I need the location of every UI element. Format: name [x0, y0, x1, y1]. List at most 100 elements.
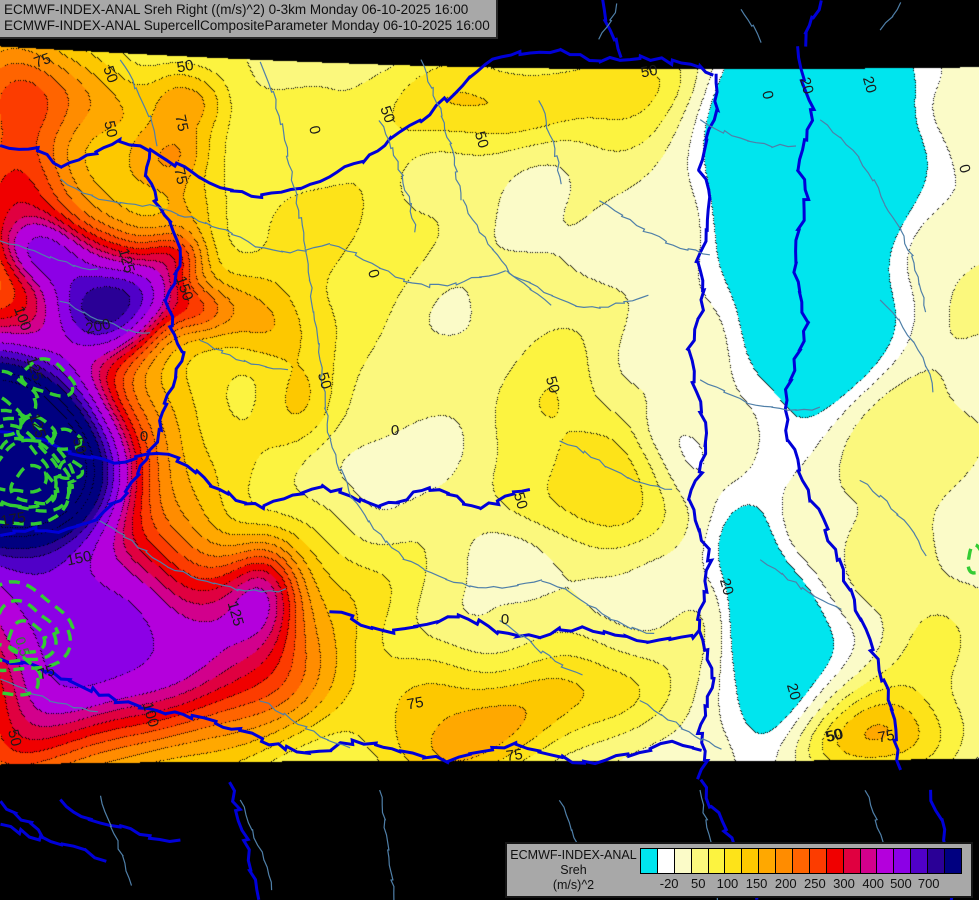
legend-swatch-2 — [674, 849, 692, 873]
contour-label: 75 — [406, 694, 425, 714]
contour-label: 0 — [305, 124, 323, 136]
contour-label: 175 — [0, 509, 27, 530]
supercell-composite-contour — [0, 643, 44, 697]
contour-label: 125 — [224, 599, 247, 628]
supercell-composite-contour — [9, 463, 60, 506]
contour-label: 75 — [171, 113, 191, 133]
contour-label: 50 — [100, 119, 120, 139]
supercell-composite-contour — [50, 427, 84, 451]
river-line — [598, 3, 618, 40]
legend-swatch-16 — [911, 849, 929, 873]
river-line — [819, 119, 886, 205]
river-line — [199, 339, 289, 371]
river-line — [189, 575, 287, 593]
national-border — [685, 73, 721, 780]
legend-tick-50: 50 — [691, 876, 706, 891]
supercell-composite-contour — [0, 436, 52, 494]
national-border — [783, 46, 902, 771]
contour-label: 100 — [10, 304, 35, 333]
supercell-composite-contour — [0, 395, 25, 438]
contour-label: 0 — [758, 89, 776, 101]
legend-swatch-3 — [691, 849, 709, 873]
legend-swatch-7 — [759, 849, 777, 873]
legend-swatch-1 — [657, 849, 675, 873]
contour-label: 100 — [139, 700, 162, 729]
national-border — [491, 47, 714, 77]
contour-label: 125 — [23, 354, 46, 383]
river-line — [879, 2, 902, 31]
contour-label: 0 — [501, 611, 509, 628]
national-border — [0, 800, 45, 840]
contour-label: 0 — [391, 422, 399, 439]
river-line — [699, 119, 797, 149]
contour-label: 200 — [84, 316, 112, 338]
contour-label: 50 — [69, 435, 90, 456]
contour-label: 50 — [99, 64, 121, 85]
colorbar-legend: ECMWF-INDEX-ANAL Sreh (m/s)^2 -20 50 100 15… — [505, 842, 973, 898]
legend-swatch-11 — [826, 849, 844, 873]
contour-label: 50 — [640, 62, 659, 82]
legend-swatch-18 — [945, 849, 961, 873]
river-line — [599, 200, 710, 256]
contour-label: 50 — [314, 370, 335, 391]
legend-swatch-9 — [793, 849, 810, 873]
legend-tick-100: 100 — [716, 876, 739, 891]
river-line — [0, 678, 99, 713]
river-line — [259, 700, 351, 749]
river-line — [541, 580, 655, 634]
legend-tick-700: 700 — [917, 876, 940, 891]
contour-label: 20 — [716, 576, 737, 597]
legend-tick-labels: -20 50 100 150 200 250 300 400 500 700 — [640, 874, 962, 894]
river-line — [59, 300, 151, 334]
river-line — [329, 439, 425, 570]
supercell-composite-contour — [0, 369, 40, 422]
title-line-sreh: ECMWF-INDEX-ANAL Sreh Right ((m/s)^2) 0-… — [4, 2, 469, 17]
contour-label: 20 — [859, 74, 880, 95]
river-line — [379, 789, 395, 900]
title-line-supercell: ECMWF-INDEX-ANAL SupercellCompositeParam… — [4, 18, 490, 33]
river-line — [699, 379, 821, 411]
legend-tick--20: -20 — [659, 876, 679, 891]
contour-label: 20 — [783, 681, 804, 702]
contour-label: 50 — [824, 725, 844, 746]
supercell-composite-contour — [0, 438, 75, 513]
contour-label: 50 — [4, 728, 25, 748]
river-line — [99, 520, 191, 577]
supercell-composite-contour — [56, 458, 86, 480]
legend-caption: ECMWF-INDEX-ANAL Sreh (m/s)^2 — [507, 844, 640, 893]
legend-units-label: (m/s)^2 — [552, 878, 595, 892]
national-border — [601, 0, 623, 59]
contour-label: 50 — [510, 490, 531, 511]
national-border — [0, 430, 531, 511]
contour-label: 50 — [825, 725, 845, 746]
legend-swatch-6 — [742, 849, 760, 873]
river-line — [99, 795, 133, 886]
legend-swatch-15 — [894, 849, 912, 873]
national-border — [803, 0, 823, 47]
river-line — [859, 479, 927, 557]
river-line — [420, 59, 462, 201]
supercell-composite-contour — [6, 619, 48, 655]
contour-label: 125 — [115, 246, 138, 275]
legend-swatch-13 — [860, 849, 878, 873]
river-line — [559, 440, 673, 490]
contour-label: 50 — [542, 374, 563, 395]
legend-scale: -20 50 100 150 200 250 300 400 500 700 — [640, 844, 971, 894]
contour-label: 75 — [170, 166, 190, 186]
national-border — [0, 57, 494, 200]
river-line — [119, 59, 158, 147]
contour-label: 0 — [364, 267, 383, 280]
legend-tick-400: 400 — [862, 876, 885, 891]
river-line — [884, 204, 927, 313]
river-line — [304, 247, 332, 441]
legend-tick-150: 150 — [745, 876, 768, 891]
legend-tick-300: 300 — [833, 876, 855, 891]
national-border — [0, 149, 186, 537]
river-line — [538, 100, 562, 185]
river-line — [506, 270, 649, 309]
contour-label: 0 — [140, 428, 148, 445]
national-border — [228, 781, 261, 900]
contour-label: 50 — [376, 104, 398, 125]
national-border — [0, 822, 107, 863]
